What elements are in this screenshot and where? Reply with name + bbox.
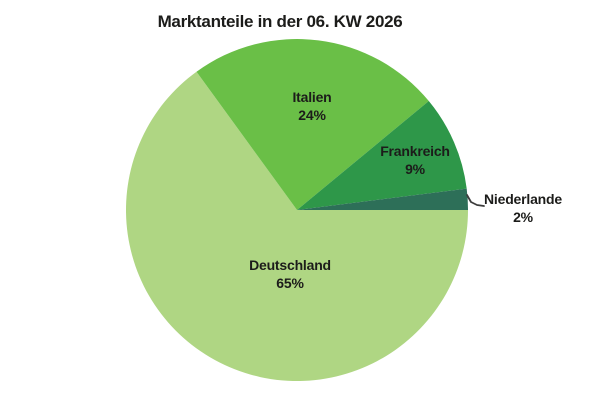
slice-percentage: 9% [405, 161, 425, 177]
slice-name: Deutschland [249, 257, 331, 273]
slice-label-frankreich: Frankreich 9% [380, 142, 450, 178]
slice-label-deutschland: Deutschland 65% [249, 256, 331, 292]
pie-wedges [125, 39, 469, 382]
slice-percentage: 24% [298, 107, 326, 123]
chart-title: Marktanteile in der 06. KW 2026 [157, 12, 403, 31]
slice-label-niederlande: Niederlande 2% [484, 190, 562, 226]
wedge-frankreich [297, 101, 467, 210]
slice-label-italien: Italien 24% [292, 88, 331, 124]
slice-name: Frankreich [380, 143, 450, 159]
wedge-italien [196, 39, 429, 210]
slice-name: Niederlande [484, 191, 562, 207]
callout-leader-line [466, 194, 485, 207]
slice-percentage: 2% [513, 209, 533, 225]
wedge-deutschland [125, 71, 468, 382]
slice-percentage: 65% [276, 275, 304, 291]
slice-name: Italien [292, 89, 332, 105]
wedge-niederlande [297, 188, 469, 210]
